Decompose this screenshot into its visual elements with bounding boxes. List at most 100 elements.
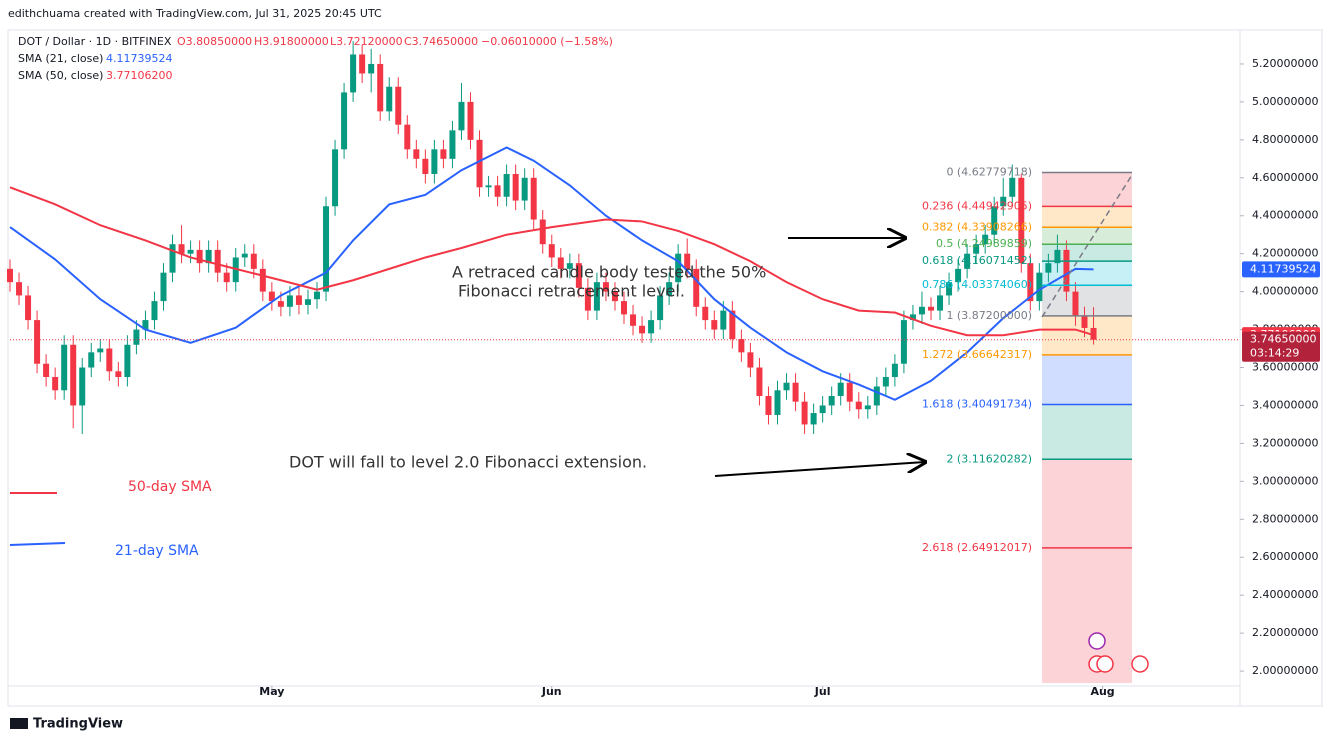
candle-body — [946, 282, 953, 296]
candle-body — [7, 268, 13, 283]
candle-body — [864, 405, 871, 410]
candle-body — [774, 390, 781, 415]
candle-body — [991, 206, 998, 235]
annotation: A retraced candle body tested the 50% — [452, 263, 766, 282]
candle-body — [1027, 263, 1034, 302]
candle-body — [846, 382, 853, 402]
fib-label: 1.618 (3.40491734) — [922, 398, 1032, 411]
candle-body — [937, 295, 944, 311]
fib-zone — [1042, 547, 1132, 683]
y-tick-label: 4.20000000 — [1252, 247, 1318, 260]
candle-body — [557, 257, 564, 269]
candle-body — [413, 149, 420, 159]
candle-body — [982, 234, 989, 245]
candle-body — [494, 185, 501, 197]
candle-body — [693, 268, 700, 307]
candle-body — [729, 310, 736, 340]
sma-line — [9, 186, 1094, 337]
candle-body — [250, 253, 257, 269]
candle-body — [386, 86, 393, 112]
candle-body — [891, 363, 898, 378]
fib-zone — [1042, 459, 1132, 548]
event-icon[interactable] — [1088, 632, 1106, 650]
candle-body — [115, 371, 122, 378]
candle-body — [1000, 196, 1007, 207]
candle-body — [900, 320, 907, 364]
candle-body — [268, 291, 275, 302]
candle-body — [43, 363, 50, 378]
candle-body — [323, 206, 330, 292]
x-tick-label: Jun — [541, 685, 562, 698]
candle-body — [747, 352, 754, 368]
candle-body — [1072, 291, 1079, 317]
candle-body — [178, 244, 185, 254]
candle-body — [151, 301, 158, 321]
brand: TradingView — [33, 717, 123, 732]
candle-body — [548, 244, 555, 258]
candle-body — [368, 63, 375, 74]
candle-body — [79, 367, 86, 406]
candle-body — [702, 306, 709, 321]
sma21-legend-value: 4.11739524 — [106, 52, 172, 65]
candle-body — [467, 101, 474, 140]
y-tick-label: 5.00000000 — [1252, 95, 1318, 108]
candle-body — [440, 149, 447, 159]
sma50-note: 50-day SMA — [128, 479, 212, 495]
candle-body — [25, 295, 32, 321]
sma50-legend: SMA (50, close) — [18, 69, 103, 82]
candle-body — [88, 352, 95, 368]
candle-body — [955, 268, 962, 283]
candle-body — [521, 177, 528, 201]
countdown: 03:14:29 — [1250, 347, 1299, 360]
legend-open: O3.80850000 — [177, 35, 252, 48]
x-tick-label: Aug — [1090, 685, 1114, 698]
fib-label: 0.786 (4.03374060) — [922, 278, 1032, 291]
candle-body — [160, 272, 167, 302]
candle-body — [277, 301, 284, 307]
candle-body — [928, 306, 934, 311]
arrow — [714, 462, 925, 477]
candle-body — [711, 320, 718, 330]
legend-close: C3.74650000 — [404, 35, 478, 48]
candle-body — [1054, 249, 1061, 264]
candle-body — [106, 348, 113, 372]
candle-body — [503, 174, 510, 197]
fib-label: 0.236 (4.44942905) — [922, 199, 1032, 212]
candle-body — [404, 124, 411, 150]
candle-body — [828, 395, 835, 406]
price-tag — [1242, 331, 1320, 362]
candle-body — [133, 329, 140, 345]
candle-body — [1045, 263, 1052, 273]
candle-body — [783, 382, 790, 391]
fib-zone — [1042, 285, 1132, 316]
candle-body — [675, 253, 682, 283]
candle-body — [602, 282, 609, 292]
brand-logo — [10, 718, 28, 729]
x-tick-label: May — [259, 685, 284, 698]
price-tag — [1242, 261, 1320, 278]
candle-body — [873, 386, 880, 406]
fib-zone — [1042, 206, 1132, 228]
y-tick-label: 4.00000000 — [1252, 285, 1318, 298]
candle-body — [97, 348, 104, 353]
candle-body — [639, 325, 646, 334]
candle-body — [1063, 249, 1070, 292]
candle-body — [1081, 316, 1088, 328]
event-icon[interactable] — [1096, 655, 1114, 673]
candle-body — [16, 282, 23, 296]
candle-body — [801, 401, 808, 425]
x-tick-label: Jul — [814, 685, 831, 698]
candle-body — [756, 367, 763, 396]
sma21-sample — [9, 542, 66, 546]
fib-zone — [1042, 261, 1132, 286]
candle-body — [1090, 327, 1097, 340]
candle-body — [1018, 177, 1025, 264]
candle-body — [530, 177, 537, 220]
candle-body — [539, 219, 546, 245]
event-icon[interactable] — [1131, 655, 1149, 673]
candle-body — [611, 291, 618, 302]
annotation: DOT will fall to level 2.0 Fibonacci ext… — [289, 453, 647, 472]
fib-zone — [1042, 172, 1132, 207]
candle-body — [630, 314, 637, 326]
annotation: Fibonacci retracement level. — [458, 282, 685, 301]
